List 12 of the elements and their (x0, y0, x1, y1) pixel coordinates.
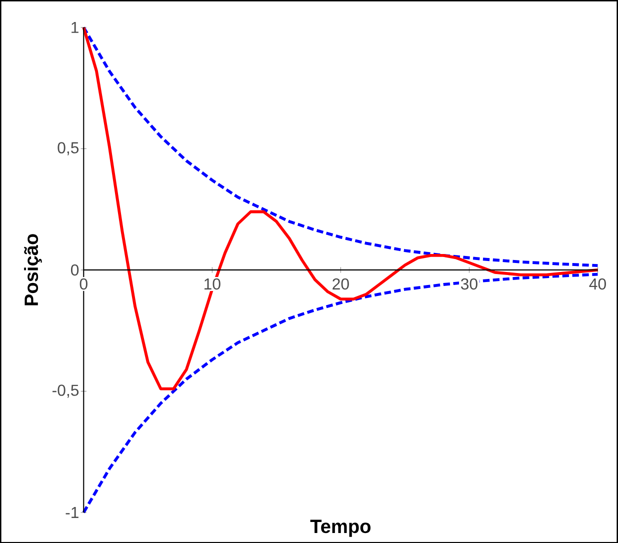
x-tick-label: 0 (80, 278, 88, 290)
x-axis-title: Tempo (310, 520, 371, 537)
y-axis-title: Posição (24, 234, 42, 306)
x-tick-label: 20 (332, 278, 349, 290)
x-tick-label: 10 (204, 278, 220, 290)
x-tick-label: 40 (589, 278, 606, 290)
y-tick-label: -0,5 (52, 384, 79, 398)
y-tick-label: -1 (66, 506, 78, 518)
y-tick-label: 1 (72, 22, 78, 33)
x-tick-label: 30 (460, 278, 478, 290)
y-tick-label: 0 (71, 264, 79, 276)
y-tick-label: 0,5 (58, 142, 79, 156)
